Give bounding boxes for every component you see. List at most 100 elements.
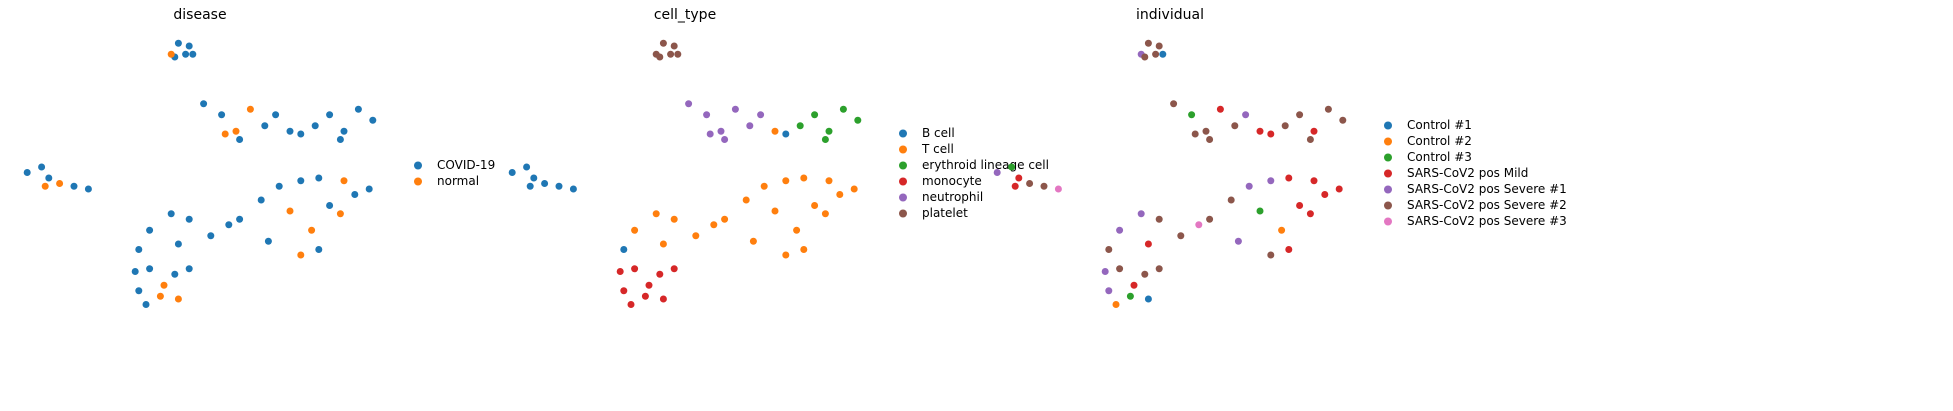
point — [1296, 111, 1304, 119]
point — [1054, 185, 1062, 193]
point — [1321, 191, 1329, 198]
point — [793, 226, 801, 234]
point — [1155, 42, 1163, 50]
point — [286, 207, 294, 215]
point — [1206, 215, 1214, 223]
point — [850, 185, 858, 193]
point — [659, 240, 667, 248]
point — [365, 185, 373, 193]
point — [56, 180, 64, 187]
point — [174, 295, 182, 303]
point — [275, 182, 283, 190]
chart-title: cell_type — [654, 7, 716, 23]
point — [692, 232, 700, 240]
point — [1296, 202, 1304, 209]
legend-label: SARS-CoV2 pos Mild — [1407, 166, 1528, 180]
point — [146, 226, 154, 234]
point — [1155, 265, 1163, 273]
point — [1195, 221, 1203, 229]
point — [1152, 50, 1160, 58]
point — [1101, 268, 1109, 275]
point — [142, 301, 150, 308]
point — [800, 174, 808, 182]
point — [825, 127, 833, 135]
point — [167, 50, 175, 58]
point — [1335, 185, 1343, 193]
legend-label: SARS-CoV2 pos Severe #1 — [1407, 182, 1567, 196]
point — [261, 122, 269, 130]
point — [656, 270, 664, 278]
point — [631, 265, 639, 273]
point — [225, 221, 233, 229]
point — [771, 207, 779, 215]
point — [1231, 122, 1239, 130]
point — [541, 180, 549, 187]
point — [236, 215, 244, 223]
point — [782, 177, 790, 185]
point — [297, 177, 305, 185]
point — [326, 111, 334, 119]
point — [185, 265, 193, 273]
point — [246, 105, 254, 113]
legend-marker — [414, 177, 422, 186]
point — [731, 105, 739, 113]
point — [710, 221, 718, 229]
point — [1281, 122, 1289, 130]
point — [555, 182, 563, 190]
point — [721, 136, 729, 143]
point — [721, 215, 729, 223]
point — [41, 182, 49, 190]
point — [297, 130, 305, 138]
point — [1324, 105, 1332, 113]
legend-label: Control #2 — [1407, 134, 1472, 148]
point — [620, 287, 628, 295]
point — [232, 127, 240, 135]
legend-label: SARS-CoV2 pos Severe #2 — [1407, 198, 1567, 212]
point — [38, 163, 46, 171]
point — [311, 122, 319, 130]
point — [659, 295, 667, 303]
point — [1191, 130, 1199, 138]
point — [1339, 116, 1347, 124]
legend-marker — [899, 193, 907, 202]
point — [1015, 174, 1023, 182]
point — [336, 136, 344, 143]
point — [135, 246, 143, 253]
point — [627, 301, 635, 308]
legend-label: COVID-19 — [437, 158, 495, 172]
point — [645, 281, 653, 289]
point — [811, 202, 819, 209]
point — [185, 42, 193, 50]
point — [1026, 180, 1034, 187]
point — [160, 281, 168, 289]
legend-label: T cell — [921, 142, 954, 156]
point — [315, 246, 323, 253]
legend-label: Control #1 — [1407, 118, 1472, 132]
legend-marker — [1384, 217, 1392, 226]
legend-label: normal — [437, 174, 479, 188]
point — [351, 191, 359, 198]
point — [131, 268, 139, 275]
point — [656, 53, 664, 61]
legend-label: SARS-CoV2 pos Severe #3 — [1407, 214, 1567, 228]
point — [1116, 265, 1124, 273]
point — [1112, 301, 1120, 308]
point — [526, 182, 534, 190]
point — [174, 240, 182, 248]
point — [369, 116, 377, 124]
point — [1285, 174, 1293, 182]
point — [200, 100, 208, 108]
legend-marker — [1384, 185, 1392, 194]
point — [171, 270, 179, 278]
point — [760, 182, 768, 190]
point — [771, 127, 779, 135]
point — [189, 50, 197, 58]
point — [821, 210, 829, 218]
point — [336, 210, 344, 218]
point — [286, 127, 294, 135]
legend-marker — [1384, 169, 1392, 178]
point — [1310, 177, 1318, 185]
point — [340, 177, 348, 185]
point — [1155, 215, 1163, 223]
